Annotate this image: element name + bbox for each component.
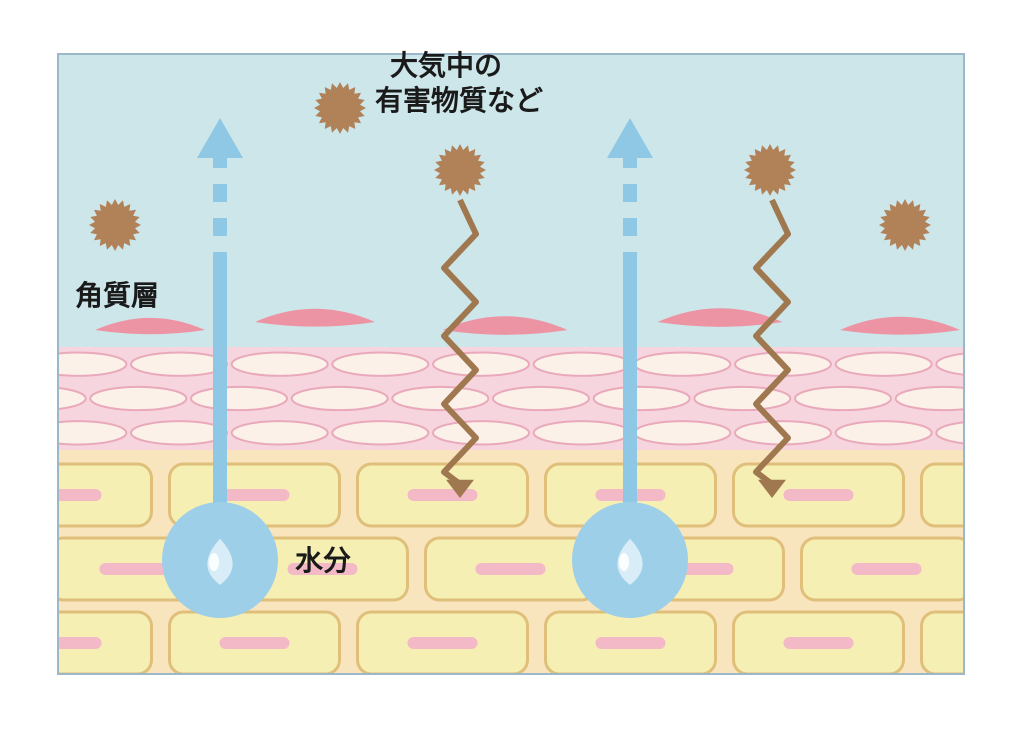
epidermis-brick: [546, 612, 716, 674]
corneum-cell: [90, 387, 186, 410]
corneum-cell: [795, 387, 891, 410]
corneum-cell: [0, 352, 26, 375]
epidermis-brick: [802, 538, 972, 600]
label-stratum-corneum: 角質層: [75, 279, 159, 311]
corneum-cell: [0, 387, 86, 410]
corneum-cell: [0, 421, 26, 444]
corneum-cell: [634, 421, 730, 444]
corneum-cell: [191, 387, 287, 410]
epidermis-brick: [922, 612, 1024, 674]
epidermis-brick: [426, 538, 596, 600]
corneum-cell: [232, 352, 328, 375]
corneum-cell: [131, 421, 227, 444]
corneum-cell: [332, 352, 428, 375]
corneum-cell: [292, 387, 388, 410]
corneum-cell: [634, 352, 730, 375]
epidermis-brick: [358, 612, 528, 674]
corneum-cell: [534, 352, 630, 375]
label-pollutant-line2: 有害物質など: [375, 84, 543, 116]
corneum-cell: [936, 421, 1024, 444]
corneum-cell: [936, 352, 1024, 375]
moisture-icon: [572, 502, 688, 618]
corneum-cell: [694, 387, 790, 410]
corneum-cell: [594, 387, 690, 410]
epidermis-brick: [0, 464, 152, 526]
label-moisture: 水分: [295, 545, 351, 576]
moisture-icon: [162, 502, 278, 618]
corneum-cell: [534, 421, 630, 444]
skin-diagram: 大気中の有害物質など角質層水分: [0, 0, 1024, 744]
corneum-cell: [836, 421, 932, 444]
epidermis-brick: [170, 612, 340, 674]
corneum-cell: [433, 421, 529, 444]
epidermis-brick: [0, 612, 152, 674]
corneum-cell: [332, 421, 428, 444]
corneum-cell: [996, 387, 1024, 410]
corneum-cell: [30, 421, 126, 444]
corneum-cell: [30, 352, 126, 375]
epidermis-brick: [922, 464, 1024, 526]
corneum-cell: [433, 352, 529, 375]
corneum-cell: [836, 352, 932, 375]
corneum-cell: [392, 387, 488, 410]
epidermis-brick: [734, 612, 904, 674]
corneum-cell: [232, 421, 328, 444]
corneum-cell: [896, 387, 992, 410]
epidermis-brick: [990, 538, 1024, 600]
corneum-cell: [131, 352, 227, 375]
label-pollutant-line1: 大気中の: [390, 50, 502, 81]
corneum-cell: [493, 387, 589, 410]
